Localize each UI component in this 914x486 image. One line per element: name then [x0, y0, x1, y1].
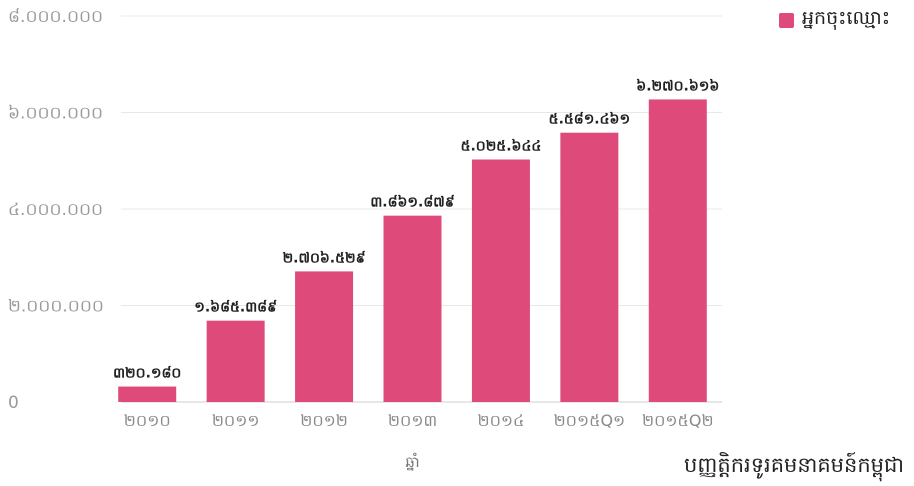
legend: អ្នកចុះឈ្មោះ — [779, 6, 890, 34]
data-label: ៦.២៧០.៦១៦ — [636, 78, 719, 94]
x-tick-label: ២០១២ — [300, 411, 348, 430]
x-axis-title: ឆ្នាំ — [405, 452, 419, 471]
x-tick-label: ២០១៥Q២ — [642, 411, 714, 430]
x-tick-label: ២០១៣ — [388, 411, 437, 430]
data-label: ៥.០២៥.៦៤៤ — [461, 139, 542, 155]
x-tick-label: ២០១១ — [212, 411, 260, 430]
data-label: ២.៧០៦.៥២៩ — [283, 250, 366, 266]
y-tick-label: ៤.០០០.០០០ — [8, 200, 103, 220]
bar — [648, 99, 707, 402]
bar — [118, 386, 177, 402]
bar — [471, 159, 530, 402]
data-label: ៣.៨៦១.៨៧៩ — [370, 195, 454, 211]
x-tick-label: ២០១៤ — [477, 411, 524, 430]
source-credit: បញ្ញត្តិករទូរគមនាគមន៍កម្ពុជា — [684, 453, 904, 477]
x-tick-label: ២០១៥Q១ — [554, 411, 626, 430]
data-label: ៣២០.១៨០ — [113, 366, 181, 382]
x-tick-label: ២០១០ — [124, 411, 171, 430]
legend-swatch — [779, 12, 794, 28]
data-label: ៥.៥៨១.៤៦១ — [549, 112, 630, 128]
y-tick-label: ៦.០០០.០០០ — [8, 104, 103, 124]
bar — [383, 215, 442, 402]
bar — [206, 320, 265, 402]
y-tick-label: ២.០០០.០០០ — [8, 297, 104, 317]
data-label: ១.៦៨៥.៣៨៩ — [194, 300, 277, 316]
legend-label: អ្នកចុះឈ្មោះ — [802, 7, 891, 29]
y-tick-label: ៨.០០០.០០០ — [8, 7, 103, 27]
bar — [560, 132, 619, 402]
bar — [295, 271, 354, 402]
y-tick-label: 0 — [8, 393, 19, 413]
